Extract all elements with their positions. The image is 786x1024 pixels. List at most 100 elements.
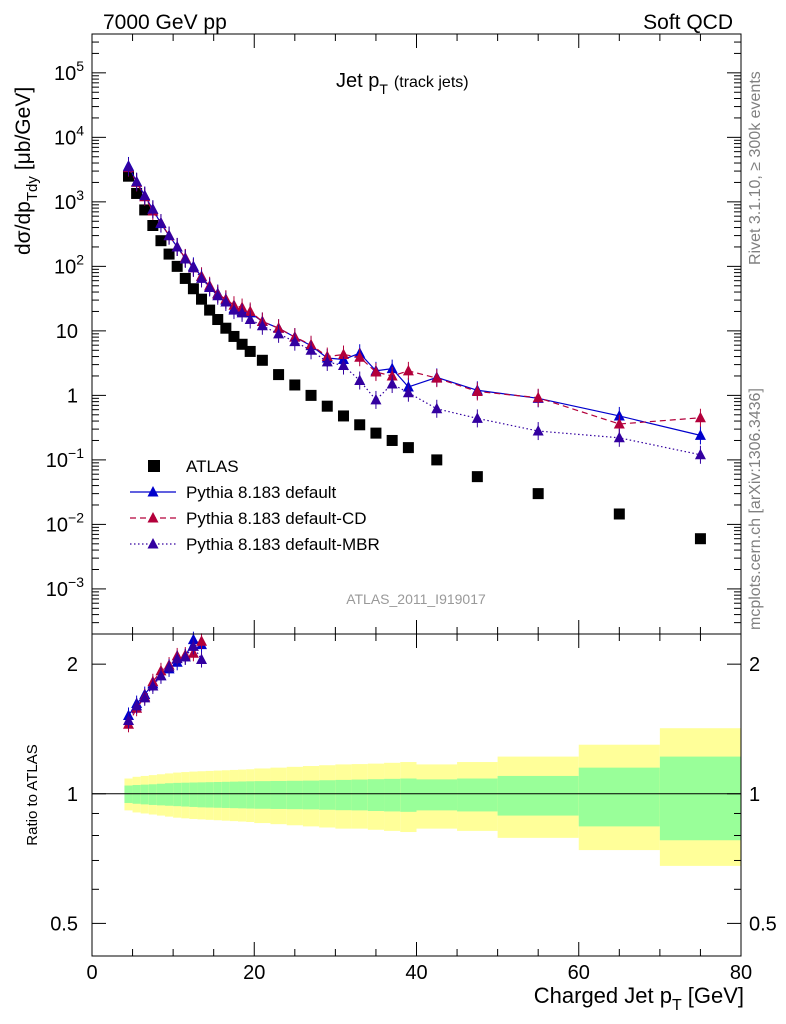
x-tick-label: 20 [243, 962, 265, 984]
inner-band-bin [197, 782, 206, 808]
data-point [273, 369, 285, 381]
ratio-data-point [147, 679, 159, 691]
header-energy: 7000 GeV pp [103, 11, 227, 34]
data-point [354, 374, 366, 386]
data-point [471, 471, 483, 483]
inner-band-bin [148, 784, 157, 805]
data-point [220, 322, 232, 334]
inner-band-bin [221, 781, 230, 808]
legend-marker [147, 486, 159, 497]
data-point [370, 366, 382, 377]
data-point [613, 508, 625, 520]
ratio-data-point [196, 635, 208, 646]
inner-band-bin [578, 767, 660, 827]
data-point [694, 411, 706, 423]
legend-label: ATLAS [186, 457, 239, 476]
ratio-data-point [171, 652, 183, 664]
legend-label: Pythia 8.183 default [186, 483, 337, 502]
x-axis-label-a: Charged Jet p [534, 983, 672, 1008]
data-point [402, 442, 414, 454]
x-axis-label-sub: T [672, 997, 682, 1014]
main-y-label-a: dσ/dp [12, 201, 35, 255]
y-tick-label: 103 [54, 187, 84, 214]
data-point [236, 338, 248, 350]
y-tick-label: 10 [56, 321, 78, 343]
inner-band-bin [457, 778, 498, 812]
ratio-y-label: Ratio to ATLAS [24, 744, 41, 845]
ratio-y-tick-label: 0.5 [50, 913, 78, 935]
ratio-y-tick-label: 1 [67, 784, 78, 806]
legend-marker [147, 538, 159, 549]
data-point [321, 355, 333, 367]
data-point [236, 306, 248, 318]
data-point [402, 364, 414, 376]
ratio-data-point [163, 660, 175, 672]
data-point [431, 454, 443, 466]
inner-band-bin [181, 782, 190, 807]
ratio-data-point [155, 669, 167, 681]
data-point [155, 217, 167, 228]
x-tick-label: 40 [405, 962, 427, 984]
inner-band-bin [319, 780, 336, 810]
data-point [273, 327, 285, 339]
chart-title: Jet pT (track jets) [336, 70, 469, 97]
series-pythia-8-183-default [123, 156, 706, 445]
data-point [139, 204, 151, 216]
main-y-label-sub: Tdy [24, 176, 41, 202]
data-point [196, 293, 208, 305]
inner-band-bin [246, 781, 255, 809]
data-point [532, 391, 544, 403]
data-point [212, 289, 224, 301]
data-point [402, 386, 414, 398]
data-point [179, 272, 191, 284]
data-point [370, 393, 382, 405]
ratio-data-point [196, 653, 208, 665]
inner-band-bin [270, 780, 287, 809]
data-point [131, 187, 143, 199]
ratio-series-pythia-8-183-default-mbr [123, 638, 208, 729]
data-point [431, 402, 443, 414]
main-panel-axes: 10−3 10−2 10−1 1 10 102 103 104 105 [46, 34, 742, 634]
legend-entry-atlas: ATLAS [148, 457, 239, 476]
inner-band-bin [165, 783, 174, 806]
series-line [127, 165, 701, 436]
legend-entry-pythia-8-183-default-cd: Pythia 8.183 default-CD [130, 509, 367, 528]
legend-marker [148, 460, 160, 472]
data-point [139, 189, 151, 201]
inner-band-bin [400, 778, 417, 812]
data-point [532, 425, 544, 436]
data-point [256, 354, 268, 366]
data-point [354, 419, 366, 431]
inner-band-bin [416, 779, 458, 811]
data-point [244, 313, 256, 325]
ratio-data-point [131, 699, 143, 711]
data-point [244, 345, 256, 357]
data-point [386, 434, 398, 446]
data-point [147, 220, 159, 232]
data-point [694, 448, 706, 460]
data-point [289, 379, 301, 391]
x-axis-label-b: [GeV] [688, 983, 744, 1008]
ratio-data-point [179, 650, 191, 662]
inner-band-bin [497, 775, 579, 816]
rivet-version-label: Rivet 3.1.10, ≥ 300k events [747, 71, 764, 265]
inner-band-bin [213, 782, 222, 808]
data-point [354, 351, 366, 362]
main-y-label: dσ/dpTdy [μb/GeV] [12, 87, 41, 255]
data-point [228, 330, 240, 342]
y-tick-label: 105 [54, 58, 84, 85]
inner-band-bin [302, 780, 320, 810]
data-point [179, 253, 191, 264]
data-point [187, 283, 199, 295]
data-point [163, 229, 175, 241]
data-point [131, 175, 143, 187]
ratio-panel-axes: 0.5 0.51 12 20 20 40 60 80 [50, 634, 777, 984]
series-pythia-8-183-default-cd [123, 158, 706, 434]
y-tick-label: 10−2 [46, 509, 84, 536]
inner-band-bin [367, 779, 385, 812]
series-pythia-8-183-default-mbr [123, 157, 706, 464]
inner-band-bin [140, 784, 149, 805]
ratio-series-line [127, 640, 203, 725]
inner-band-bin [384, 778, 401, 812]
